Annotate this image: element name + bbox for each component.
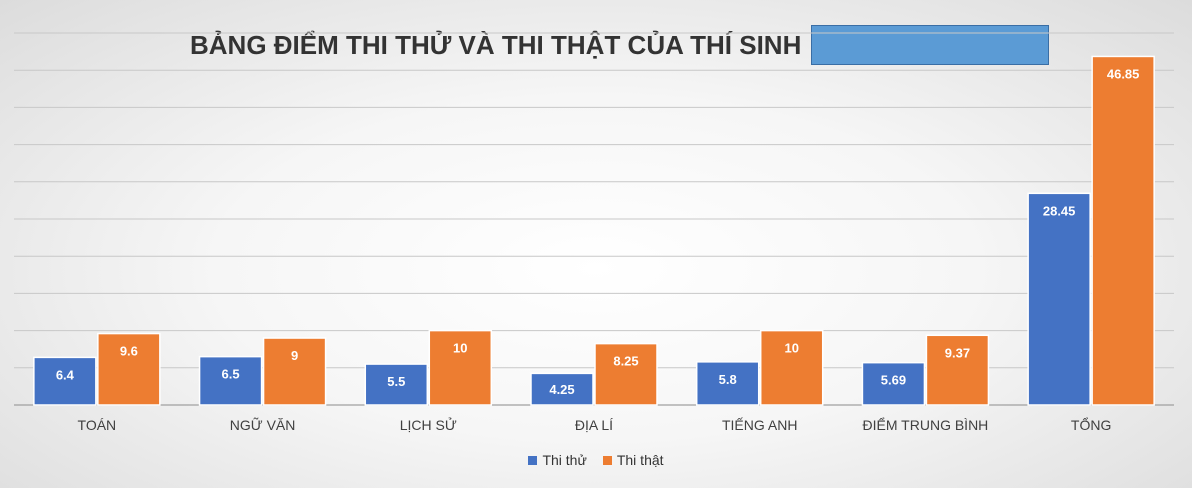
x-tick-label-1: NGỮ VĂN bbox=[230, 417, 296, 433]
x-tick-label-4: TIẾNG ANH bbox=[722, 417, 797, 433]
data-label-thi-thu-6: 28.45 bbox=[1043, 203, 1076, 218]
data-label-thi-that-0: 9.6 bbox=[120, 344, 138, 359]
data-label-thi-thu-0: 6.4 bbox=[56, 367, 75, 382]
x-tick-labels: TOÁN NGỮ VĂN LỊCH SỬ ĐỊA LÍ TIẾNG ANH ĐIỂM TR… bbox=[78, 416, 1112, 433]
data-label-thi-thu-5: 5.69 bbox=[881, 373, 906, 388]
bar-thi-that-0 bbox=[97, 332, 161, 406]
bars bbox=[33, 55, 1155, 406]
data-labels: 6.4 9.6 6.5 9 5.5 10 4.25 8.25 5.8 10 5.69 9.37 28.4… bbox=[56, 66, 1140, 397]
legend-swatch-thi-that bbox=[602, 455, 612, 465]
legend-label-thi-thu: Thi thử bbox=[542, 452, 587, 468]
bar-thi-that-5 bbox=[925, 334, 990, 406]
title-row: BẢNG ĐIỂM THI THỬ VÀ THI THẬT CỦA THÍ SI… bbox=[190, 24, 1050, 66]
x-tick-label-6: TỔNG bbox=[1071, 416, 1111, 433]
data-label-thi-that-4: 10 bbox=[784, 341, 798, 356]
bar-thi-that-3 bbox=[594, 342, 658, 406]
legend-label-thi-that: Thi thật bbox=[616, 452, 664, 468]
bar-thi-that-1 bbox=[262, 337, 327, 406]
x-tick-label-0: TOÁN bbox=[78, 417, 117, 433]
legend-swatch-thi-thu bbox=[528, 455, 538, 465]
data-label-thi-thu-2: 5.5 bbox=[387, 374, 405, 389]
bar-thi-thu-5 bbox=[861, 361, 926, 406]
bar-thi-thu-1 bbox=[198, 355, 263, 406]
legend-item-thi-thu: Thi thử bbox=[528, 452, 587, 468]
data-label-thi-that-1: 9 bbox=[291, 348, 298, 363]
bar-thi-that-4 bbox=[759, 329, 824, 406]
data-label-thi-that-3: 8.25 bbox=[613, 354, 638, 369]
x-tick-label-3: ĐỊA LÍ bbox=[575, 417, 613, 433]
bar-thi-that-6 bbox=[1091, 55, 1155, 406]
data-label-thi-that-6: 46.85 bbox=[1107, 66, 1140, 81]
bar-thi-thu-3 bbox=[530, 372, 594, 406]
redacted-name-box bbox=[811, 25, 1050, 65]
gridlines bbox=[14, 32, 1174, 406]
chart-title: BẢNG ĐIỂM THI THỬ VÀ THI THẬT CỦA THÍ SI… bbox=[190, 29, 802, 60]
bar-thi-that-2 bbox=[428, 329, 493, 406]
bar-thi-thu-0 bbox=[33, 356, 97, 406]
legend: Thi thử Thi thật bbox=[0, 452, 1192, 468]
bar-thi-thu-2 bbox=[364, 363, 429, 406]
data-label-thi-thu-4: 5.8 bbox=[719, 372, 737, 387]
bar-thi-thu-4 bbox=[695, 361, 760, 406]
x-tick-label-5: ĐIỂM TRUNG BÌNH bbox=[863, 416, 989, 433]
legend-item-thi-that: Thi thật bbox=[602, 452, 664, 468]
data-label-thi-that-2: 10 bbox=[453, 341, 467, 356]
x-tick-label-2: LỊCH SỬ bbox=[400, 416, 457, 433]
bar-thi-thu-6 bbox=[1027, 192, 1091, 406]
data-label-thi-thu-1: 6.5 bbox=[222, 367, 240, 382]
data-label-thi-that-5: 9.37 bbox=[945, 345, 970, 360]
data-label-thi-thu-3: 4.25 bbox=[549, 382, 574, 397]
